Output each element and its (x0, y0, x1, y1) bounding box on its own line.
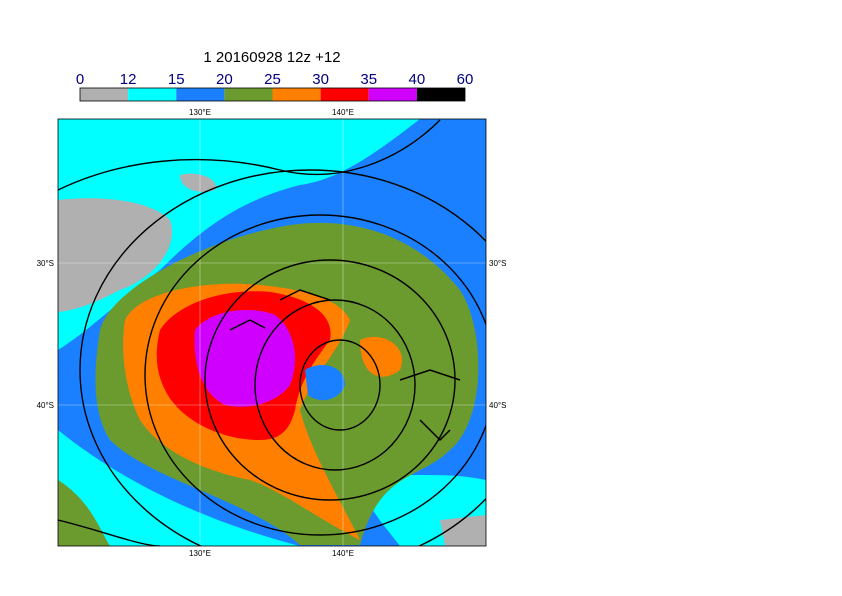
lat-label: 40°S (37, 401, 54, 410)
map-frame (57, 118, 487, 547)
colorbar-frame (79, 87, 466, 102)
colorbar: 0 12 15 20 25 30 35 40 60 (76, 71, 474, 102)
lat-label: 40°S (489, 401, 506, 410)
colorbar-label: 12 (120, 71, 137, 88)
colorbar-label: 60 (457, 71, 474, 88)
colorbar-label: 0 (76, 71, 84, 88)
colorbar-label: 25 (264, 71, 281, 88)
lon-label: 140°E (332, 549, 354, 558)
colorbar-label: 30 (312, 71, 329, 88)
colorbar-swatch (320, 88, 369, 101)
lat-label: 30°S (37, 259, 54, 268)
title: 1 20160928 12z +12 (203, 49, 340, 66)
colorbar-swatch (128, 88, 177, 101)
lon-label: 130°E (189, 108, 211, 117)
colorbar-swatch (272, 88, 321, 101)
lon-label: 130°E (189, 549, 211, 558)
colorbar-swatch (176, 88, 225, 101)
lat-label: 30°S (489, 259, 506, 268)
lon-label: 140°E (332, 108, 354, 117)
colorbar-label: 35 (360, 71, 377, 88)
colorbar-swatch (80, 88, 129, 101)
colorbar-label: 15 (168, 71, 185, 88)
colorbar-label: 40 (409, 71, 426, 88)
colorbar-swatch (224, 88, 273, 101)
map (58, 119, 486, 546)
colorbar-swatch (368, 88, 417, 101)
colorbar-label: 20 (216, 71, 233, 88)
colorbar-swatch (416, 88, 465, 101)
